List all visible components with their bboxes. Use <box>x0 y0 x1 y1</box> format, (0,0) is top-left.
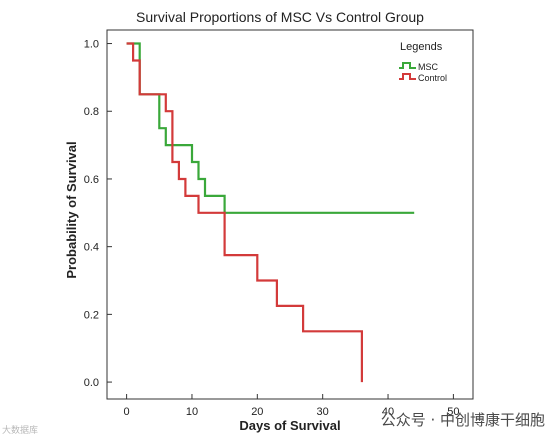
x-tick-label: 10 <box>186 406 198 418</box>
watermark-logo-text: 大数据库 <box>2 426 39 436</box>
legend-title: Legends <box>400 41 443 53</box>
x-tick-label: 0 <box>124 406 130 418</box>
x-tick-label: 30 <box>317 406 329 418</box>
y-axis-label: Probability of Survival <box>64 141 79 278</box>
x-tick-label: 40 <box>382 406 394 418</box>
x-tick-label: 50 <box>447 406 459 418</box>
y-tick-label: 0.8 <box>84 106 99 118</box>
legend-swatch-control <box>399 73 416 80</box>
chart-title: Survival Proportions of MSC Vs Control G… <box>136 9 424 25</box>
plot-area <box>106 29 474 400</box>
x-tick-label: 20 <box>251 406 263 418</box>
x-axis-label: Days of Survival <box>239 418 340 433</box>
series-line-control <box>126 42 363 383</box>
y-tick-label: 0.4 <box>84 242 99 254</box>
axis-ticks: 0 10 20 30 40 50 0.0 0.2 0.4 0.6 0.8 1.0 <box>84 39 460 418</box>
legend-label-msc: MSC <box>418 62 439 72</box>
plot-border <box>106 29 474 400</box>
legend-label-control: Control <box>418 73 447 83</box>
series-line-msc <box>126 42 415 214</box>
series-lines <box>126 42 415 383</box>
y-tick-label: 0.0 <box>84 377 99 389</box>
y-tick-label: 0.6 <box>84 174 99 186</box>
watermark-text: 公众号 · 中创博康干细胞 <box>380 411 545 429</box>
y-tick-label: 0.2 <box>84 309 99 321</box>
y-tick-label: 1.0 <box>84 39 99 51</box>
legend-swatch-msc <box>399 62 416 69</box>
